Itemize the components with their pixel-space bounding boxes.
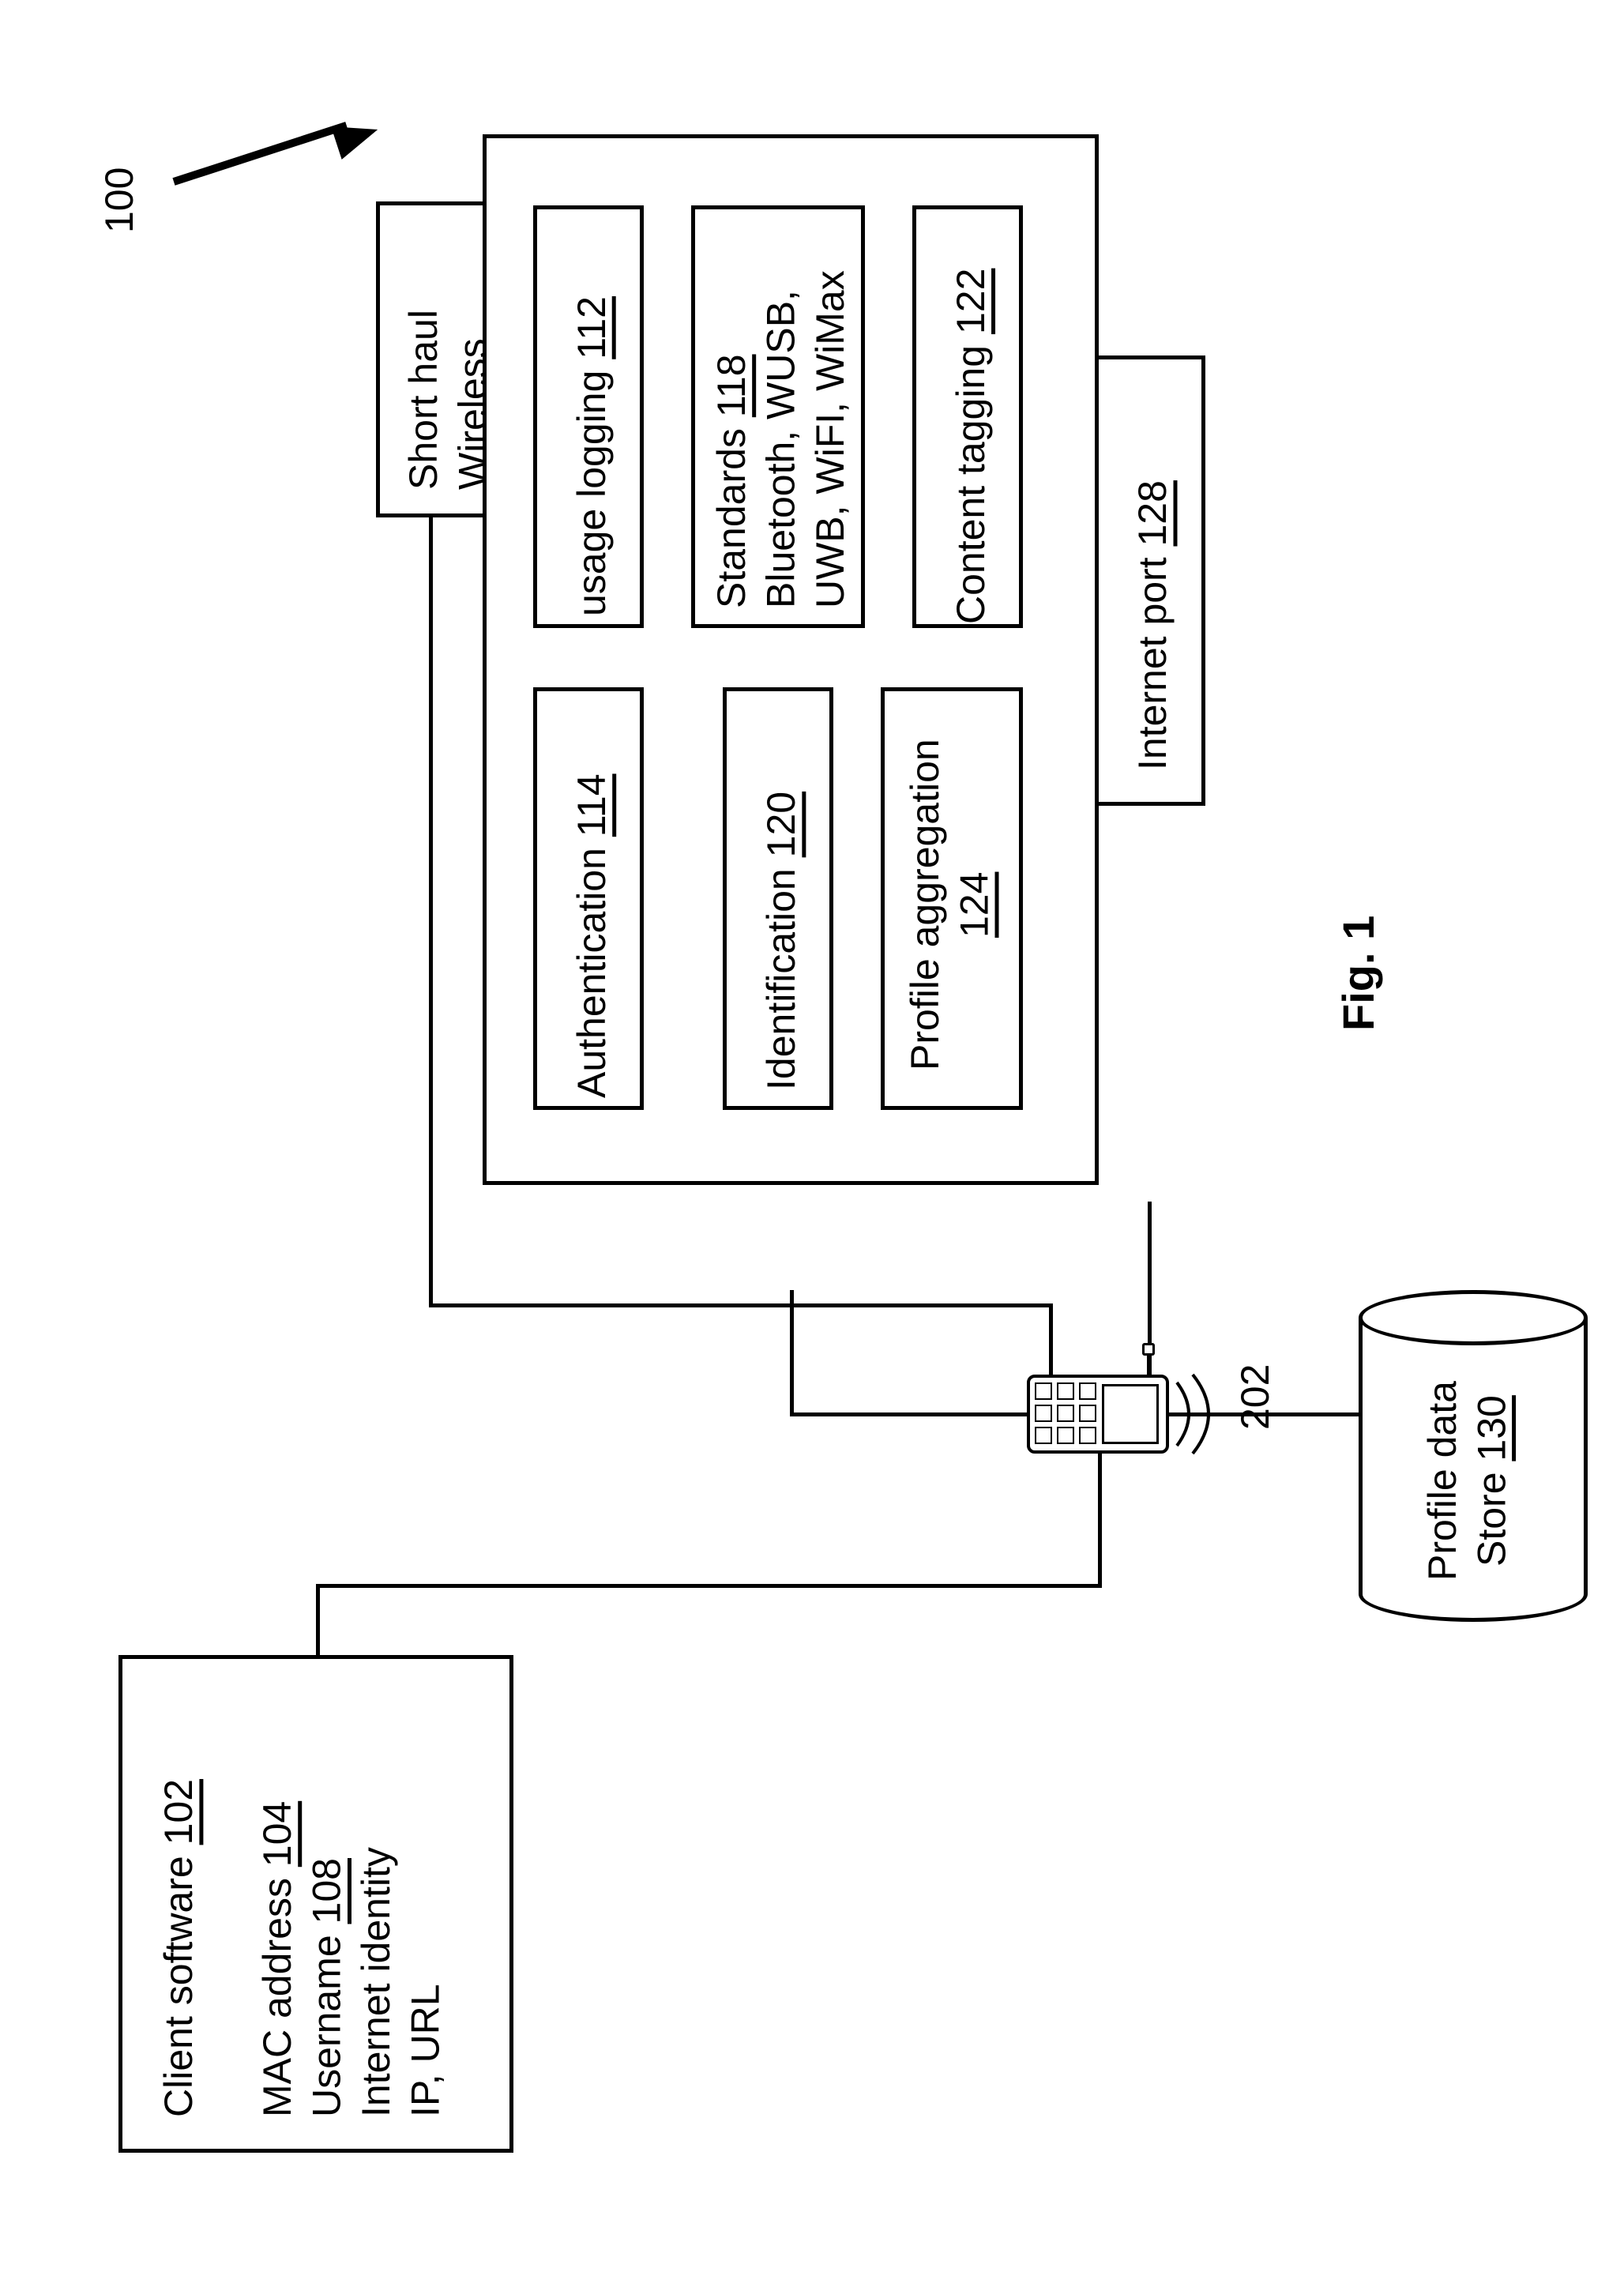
authentication-label: Authentication 114 bbox=[567, 719, 617, 1098]
figure-caption: Fig. 1 bbox=[1331, 873, 1386, 1031]
internet-port-label: Internet port 128 bbox=[1128, 407, 1178, 770]
ref-100: 100 bbox=[95, 138, 145, 233]
diagram-canvas: 100 Short haul Wireless Port 110 usage l… bbox=[0, 0, 1624, 2272]
conn-phone-client-v2 bbox=[316, 1584, 320, 1659]
conn-phone-client bbox=[1098, 1454, 1102, 1588]
client-label: Client software 102 MAC address 104 User… bbox=[154, 1706, 450, 2117]
profile-aggregation-label: Profile aggregation 124 bbox=[900, 711, 999, 1098]
identification-label: Identification 120 bbox=[757, 727, 806, 1090]
profile-data-store-label: Profile data Store 130 bbox=[1418, 1355, 1517, 1608]
standards-label: Standards 118 Bluetooth, WUSB, UWB, WiFI… bbox=[707, 237, 855, 608]
arrow-100 bbox=[174, 130, 379, 194]
phone-signal bbox=[1173, 1367, 1228, 1461]
conn-port-phone-v bbox=[429, 513, 433, 1307]
conn-port-phone-h bbox=[429, 1303, 1053, 1307]
conn-server-to-store-h bbox=[790, 1290, 794, 1416]
usage-logging-label: usage logging 112 bbox=[567, 237, 617, 616]
conn-phone-client-h bbox=[316, 1584, 1102, 1588]
ref-202: 202 bbox=[1231, 1335, 1280, 1430]
phone-icon bbox=[1027, 1375, 1177, 1469]
content-tagging-label: Content tagging 122 bbox=[946, 229, 996, 624]
